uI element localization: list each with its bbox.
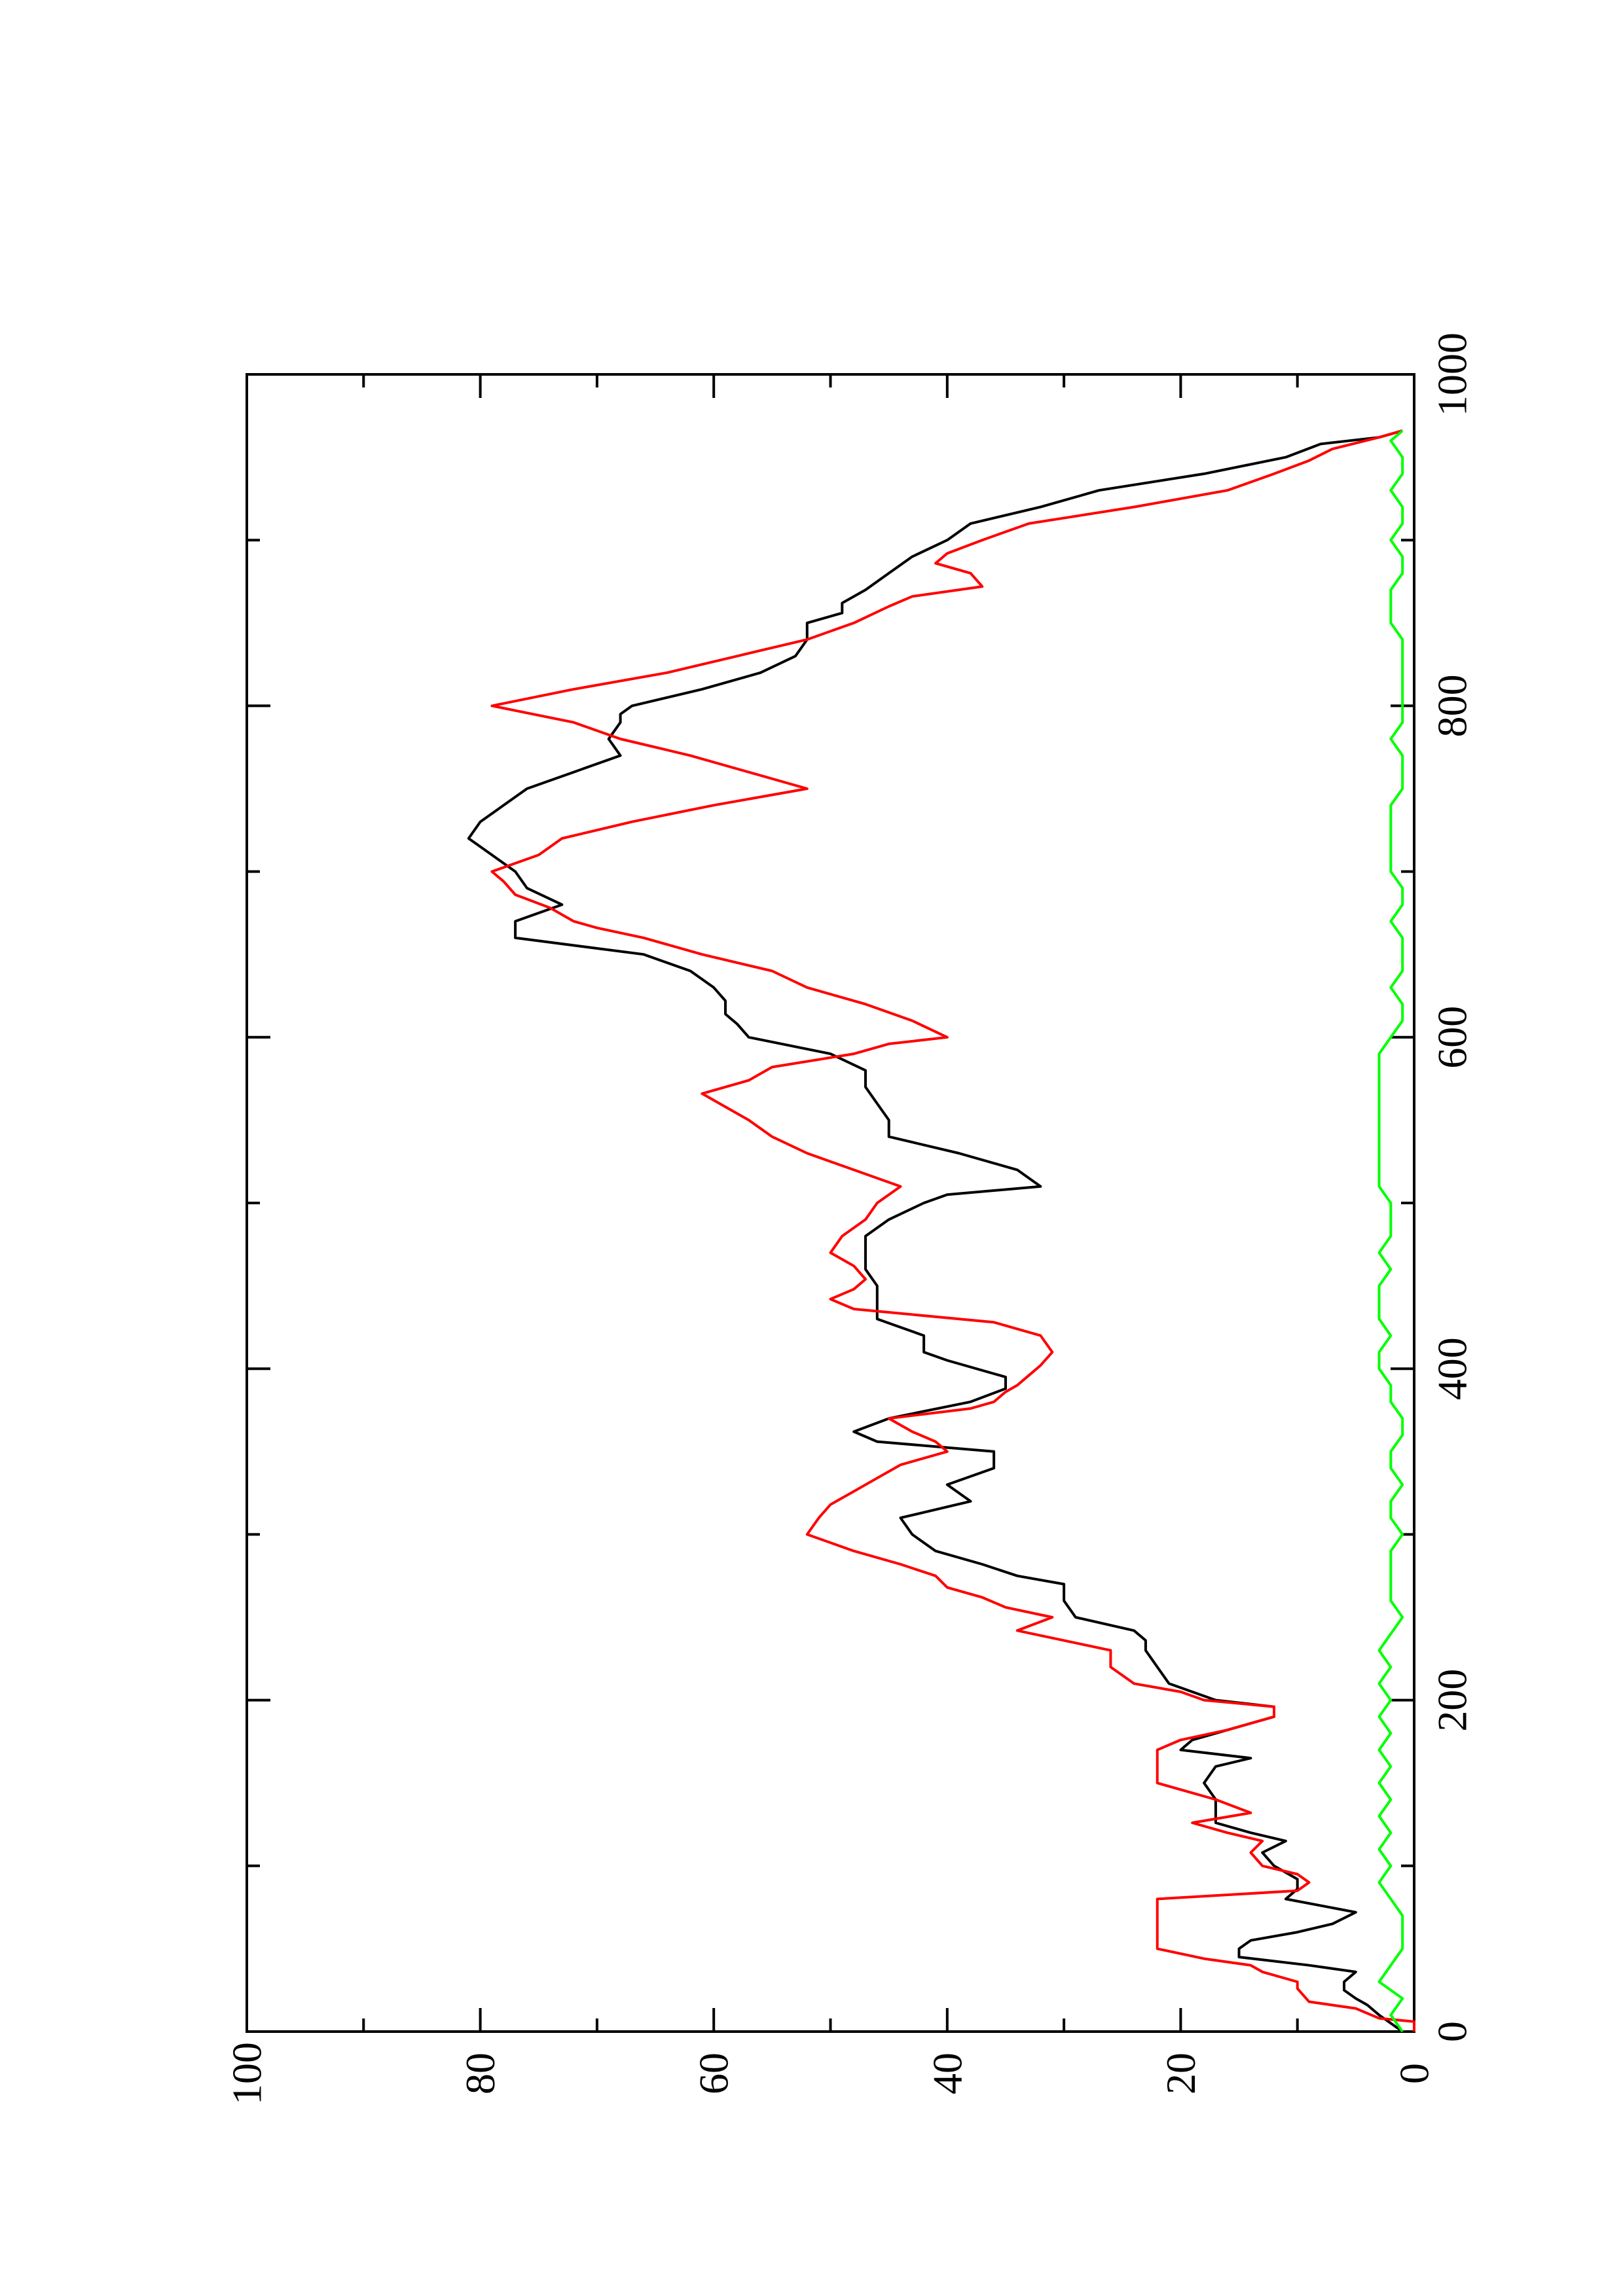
x-tick-label: 0 (1429, 2021, 1476, 2042)
x-tick-label: 800 (1429, 674, 1476, 737)
series-layer (467, 429, 1415, 2033)
y-tick-label: 20 (1158, 2053, 1204, 2094)
x-tick-label: 200 (1429, 1669, 1476, 1732)
plot-frame (246, 373, 1415, 2033)
series-line-0 (467, 429, 1404, 2033)
y-tick-label: 80 (457, 2053, 503, 2094)
x-tick-label: 400 (1429, 1337, 1476, 1400)
y-tick-label: 100 (224, 2042, 270, 2105)
series-line-1 (490, 429, 1415, 2032)
y-tick-label: 60 (691, 2053, 737, 2094)
y-tick-label: 0 (1391, 2063, 1438, 2084)
x-tick-label: 600 (1429, 1006, 1476, 1069)
y-tick-label: 40 (924, 2053, 970, 2094)
x-tick-label: 1000 (1429, 332, 1476, 416)
axis-ticks (246, 373, 1415, 2033)
series-line-2 (1377, 429, 1404, 2033)
tick-labels: 0 200 400 600 800 1000 0 20 40 60 80 100 (224, 332, 1476, 2105)
